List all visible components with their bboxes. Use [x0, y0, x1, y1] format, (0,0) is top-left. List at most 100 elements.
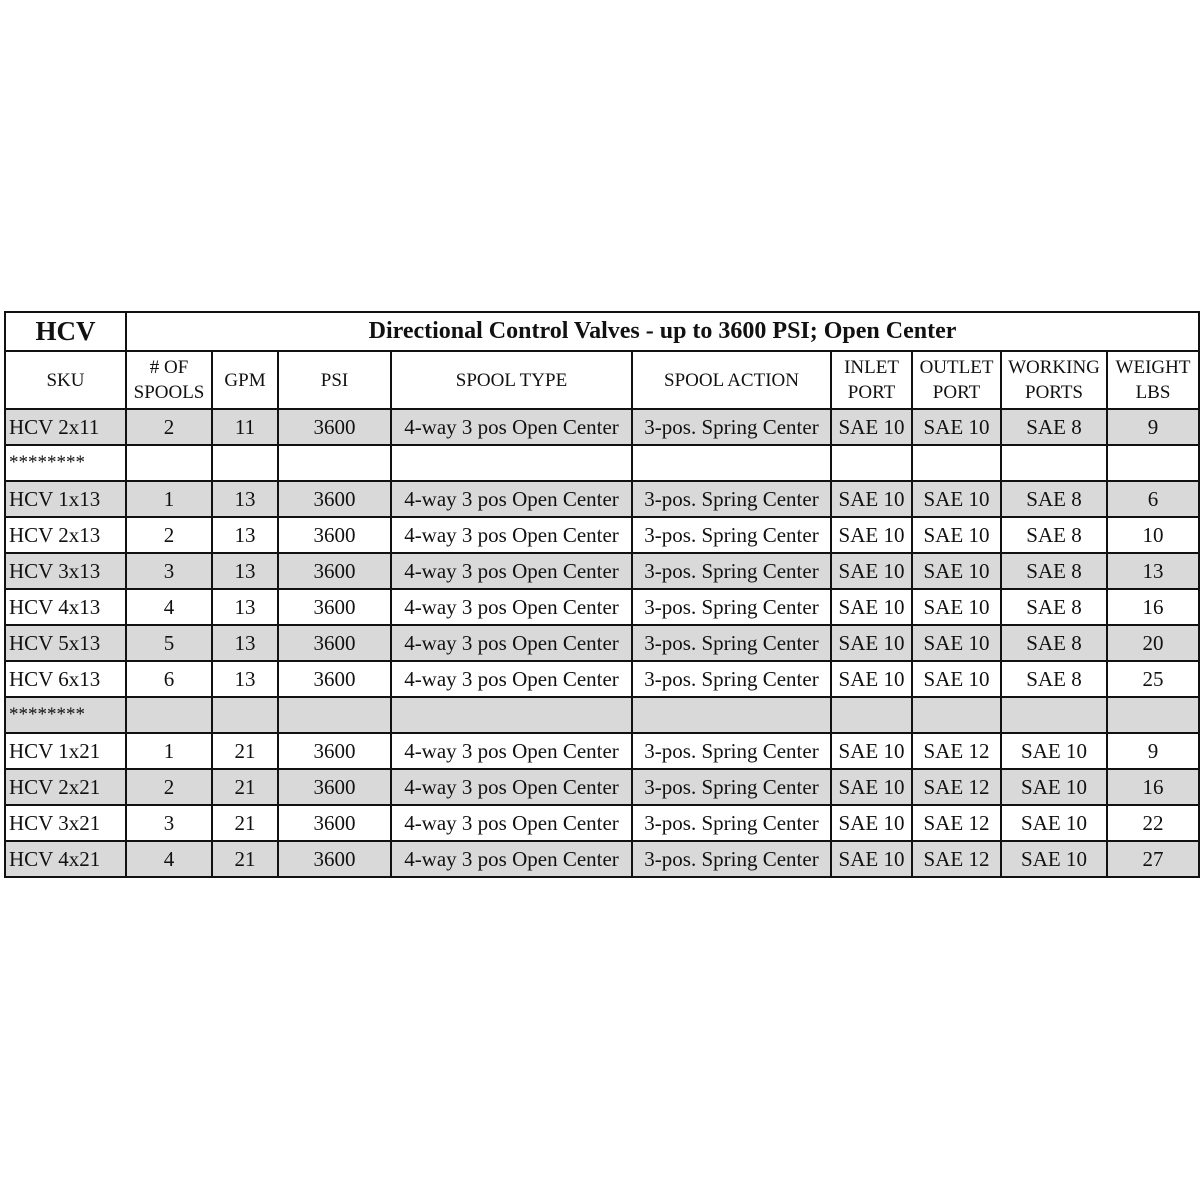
table-row: HCV 6x13 6 13 3600 4-way 3 pos Open Center 3-… — [4, 660, 1200, 698]
cell-weight: 9 — [1106, 408, 1200, 446]
column-header-row: SKU # OF SPOOLS GPM PSI SPOOL TYPE SPOOL ACTIO… — [4, 350, 1200, 410]
cell-spools: 4 — [125, 840, 213, 878]
cell-inlet-port: SAE 10 — [830, 588, 913, 626]
cell-psi: 3600 — [277, 552, 392, 590]
cell-spools: 6 — [125, 660, 213, 698]
cell-weight: 16 — [1106, 768, 1200, 806]
table-row: HCV 3x21 3 21 3600 4-way 3 pos Open Center 3-… — [4, 804, 1200, 842]
cell-inlet-port: SAE 10 — [830, 660, 913, 698]
cell-psi: 3600 — [277, 408, 392, 446]
cell-sku: ******** — [4, 696, 127, 734]
cell-spool-type: 4-way 3 pos Open Center — [390, 732, 633, 770]
cell-working-ports: SAE 10 — [1000, 840, 1108, 878]
cell-spool-action: 3-pos. Spring Center — [631, 660, 832, 698]
cell-gpm: 13 — [211, 588, 279, 626]
cell-inlet-port: SAE 10 — [830, 732, 913, 770]
cell-weight: 22 — [1106, 804, 1200, 842]
cell-spool-action: 3-pos. Spring Center — [631, 408, 832, 446]
cell-sku: HCV 6x13 — [4, 660, 127, 698]
column-header-weight: WEIGHT LBS — [1106, 350, 1200, 410]
cell-spools: 3 — [125, 552, 213, 590]
cell-outlet-port: SAE 12 — [911, 768, 1002, 806]
cell-spools: 5 — [125, 624, 213, 662]
cell-outlet-port: SAE 12 — [911, 732, 1002, 770]
column-header-spools: # OF SPOOLS — [125, 350, 213, 410]
cell-spool-type: 4-way 3 pos Open Center — [390, 516, 633, 554]
table-row: HCV 3x13 3 13 3600 4-way 3 pos Open Center 3-… — [4, 552, 1200, 590]
cell-outlet-port: SAE 12 — [911, 804, 1002, 842]
cell-spool-type: 4-way 3 pos Open Center — [390, 588, 633, 626]
cell-psi — [277, 444, 392, 482]
cell-sku: HCV 1x13 — [4, 480, 127, 518]
cell-inlet-port: SAE 10 — [830, 768, 913, 806]
cell-weight: 13 — [1106, 552, 1200, 590]
cell-working-ports: SAE 8 — [1000, 408, 1108, 446]
cell-working-ports — [1000, 696, 1108, 734]
column-header-spool-action: SPOOL ACTION — [631, 350, 832, 410]
cell-outlet-port — [911, 696, 1002, 734]
table-row: HCV 2x11 2 11 3600 4-way 3 pos Open Center 3-… — [4, 408, 1200, 446]
cell-gpm: 13 — [211, 660, 279, 698]
cell-psi: 3600 — [277, 480, 392, 518]
cell-inlet-port: SAE 10 — [830, 516, 913, 554]
table-row: HCV 1x13 1 13 3600 4-way 3 pos Open Center 3-… — [4, 480, 1200, 518]
cell-sku: HCV 4x21 — [4, 840, 127, 878]
table-row: HCV 5x13 5 13 3600 4-way 3 pos Open Center 3-… — [4, 624, 1200, 662]
column-header-spool-type: SPOOL TYPE — [390, 350, 633, 410]
cell-spool-type: 4-way 3 pos Open Center — [390, 804, 633, 842]
cell-psi: 3600 — [277, 660, 392, 698]
cell-gpm — [211, 444, 279, 482]
cell-spool-type: 4-way 3 pos Open Center — [390, 768, 633, 806]
cell-psi: 3600 — [277, 516, 392, 554]
cell-spool-action: 3-pos. Spring Center — [631, 768, 832, 806]
cell-outlet-port: SAE 10 — [911, 624, 1002, 662]
table-body: HCV 2x11 2 11 3600 4-way 3 pos Open Center 3-… — [4, 408, 1200, 878]
cell-working-ports: SAE 8 — [1000, 624, 1108, 662]
cell-weight: 10 — [1106, 516, 1200, 554]
cell-spools: 3 — [125, 804, 213, 842]
cell-working-ports: SAE 8 — [1000, 480, 1108, 518]
cell-psi: 3600 — [277, 588, 392, 626]
cell-spool-action: 3-pos. Spring Center — [631, 732, 832, 770]
cell-inlet-port: SAE 10 — [830, 408, 913, 446]
cell-weight: 20 — [1106, 624, 1200, 662]
cell-spools: 4 — [125, 588, 213, 626]
cell-weight — [1106, 444, 1200, 482]
cell-psi: 3600 — [277, 624, 392, 662]
cell-psi: 3600 — [277, 768, 392, 806]
cell-sku: HCV 3x21 — [4, 804, 127, 842]
cell-gpm: 21 — [211, 768, 279, 806]
cell-spool-action: 3-pos. Spring Center — [631, 480, 832, 518]
cell-gpm: 13 — [211, 552, 279, 590]
table-row: HCV 4x21 4 21 3600 4-way 3 pos Open Center 3-… — [4, 840, 1200, 878]
cell-spool-type: 4-way 3 pos Open Center — [390, 624, 633, 662]
cell-spool-type: 4-way 3 pos Open Center — [390, 408, 633, 446]
cell-spool-type — [390, 696, 633, 734]
column-header-gpm: GPM — [211, 350, 279, 410]
column-header-sku: SKU — [4, 350, 127, 410]
cell-spools — [125, 444, 213, 482]
cell-sku: HCV 3x13 — [4, 552, 127, 590]
cell-sku: HCV 2x13 — [4, 516, 127, 554]
cell-working-ports: SAE 10 — [1000, 732, 1108, 770]
cell-outlet-port — [911, 444, 1002, 482]
cell-outlet-port: SAE 10 — [911, 480, 1002, 518]
cell-psi: 3600 — [277, 804, 392, 842]
separator-row: ******** — [4, 696, 1200, 734]
cell-spools: 1 — [125, 732, 213, 770]
brand-label: HCV — [4, 311, 127, 352]
cell-inlet-port: SAE 10 — [830, 552, 913, 590]
cell-working-ports: SAE 10 — [1000, 768, 1108, 806]
cell-spools: 2 — [125, 408, 213, 446]
cell-working-ports: SAE 8 — [1000, 660, 1108, 698]
cell-weight: 6 — [1106, 480, 1200, 518]
cell-weight: 16 — [1106, 588, 1200, 626]
cell-psi: 3600 — [277, 840, 392, 878]
column-header-inlet-port: INLET PORT — [830, 350, 913, 410]
column-header-outlet-port: OUTLET PORT — [911, 350, 1002, 410]
cell-sku: HCV 5x13 — [4, 624, 127, 662]
cell-spool-action: 3-pos. Spring Center — [631, 552, 832, 590]
cell-gpm: 13 — [211, 480, 279, 518]
cell-outlet-port: SAE 10 — [911, 660, 1002, 698]
table-row: HCV 1x21 1 21 3600 4-way 3 pos Open Center 3-… — [4, 732, 1200, 770]
